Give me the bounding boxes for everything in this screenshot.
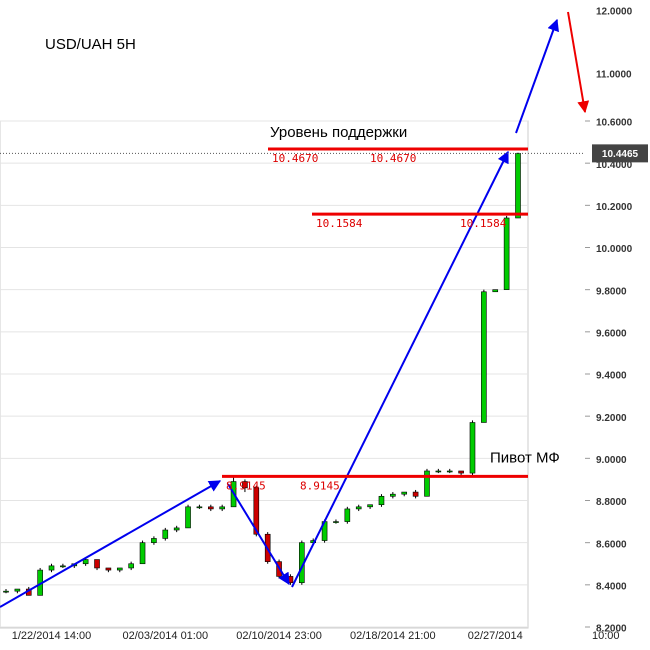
candle-body [105, 567, 112, 571]
chart-title: USD/UAH 5H [45, 36, 136, 53]
y-tick-label: 8.8000 [596, 497, 627, 508]
y-tick-label: 10.2000 [596, 202, 633, 213]
y-tick-label: 9.6000 [596, 328, 627, 339]
candle-body [435, 470, 442, 473]
candle-body [139, 542, 146, 565]
candle-body [344, 508, 351, 522]
candle-body [196, 506, 203, 509]
y-tick-label: 10.0000 [596, 244, 633, 255]
candle-body [82, 559, 89, 565]
arrow [567, 11, 590, 114]
candle-body [128, 563, 134, 569]
price-tag [592, 144, 648, 163]
candle-body [378, 495, 385, 506]
candle-body [94, 559, 100, 569]
candle-body [412, 491, 419, 497]
candle-body [116, 567, 123, 571]
candle-body [14, 588, 21, 592]
candle-body [242, 481, 248, 489]
candle-body [515, 153, 521, 219]
candle-body [458, 470, 464, 474]
candle-body [492, 289, 499, 293]
y-tick-label: 8.6000 [596, 539, 627, 550]
level-label: 8.9145 [226, 479, 266, 492]
level-label: 10.4670 [272, 152, 318, 165]
y-tick-label: 10.6000 [596, 118, 633, 129]
candle-body [401, 491, 408, 495]
candle-body [446, 470, 453, 473]
y-tick-label: 9.2000 [596, 413, 627, 424]
arrow [291, 150, 509, 588]
arrow [515, 18, 559, 134]
trend-arrows [0, 18, 559, 608]
level-label: 8.9145 [300, 479, 340, 492]
candle-body [424, 470, 430, 497]
level-label: 10.1584 [460, 217, 507, 230]
candle-body [355, 506, 362, 510]
x-tick-label: 02/18/2014 21:00 [350, 630, 436, 642]
axis-label: 12.0000 [596, 7, 633, 18]
candle-body [162, 529, 169, 539]
candle-body [185, 506, 191, 529]
candle-body [151, 538, 157, 543]
x-tick-label: 02/03/2014 01:00 [122, 630, 208, 642]
candle-body [481, 291, 487, 423]
candle-body [469, 422, 476, 474]
x-tick-label: 02/10/2014 23:00 [236, 630, 322, 642]
candle-body [367, 504, 373, 508]
y-tick-label: 9.4000 [596, 371, 627, 382]
arrow [0, 480, 222, 608]
candle-body [208, 506, 214, 510]
arrow [227, 483, 290, 586]
candle-body [333, 521, 339, 523]
axis-label: 11.0000 [596, 70, 632, 81]
candle-body [219, 506, 225, 510]
candle-body [390, 493, 396, 497]
x-tick-label: 10:00 [592, 630, 620, 642]
candle-body [48, 565, 55, 571]
y-tick-label: 10.4000 [596, 160, 633, 171]
y-tick-label: 9.8000 [596, 286, 627, 297]
level-name: Пивот МФ [490, 449, 560, 466]
x-tick-label: 02/27/2014 [468, 630, 523, 642]
current-price: 10.4465 [602, 149, 639, 160]
candle-body [173, 527, 180, 531]
y-tick-label: 8.2000 [596, 624, 627, 635]
candle-body [503, 217, 510, 290]
level-label: 10.4670 [370, 152, 416, 165]
candle-body [253, 487, 260, 535]
x-tick-label: 1/22/2014 14:00 [12, 630, 92, 642]
candle-body [3, 590, 9, 593]
level-name: Уровень поддержки [270, 124, 407, 141]
level-label: 10.1584 [316, 217, 363, 230]
y-tick-label: 9.0000 [596, 455, 627, 466]
y-tick-label: 8.4000 [596, 581, 627, 592]
candle-body [60, 565, 66, 568]
